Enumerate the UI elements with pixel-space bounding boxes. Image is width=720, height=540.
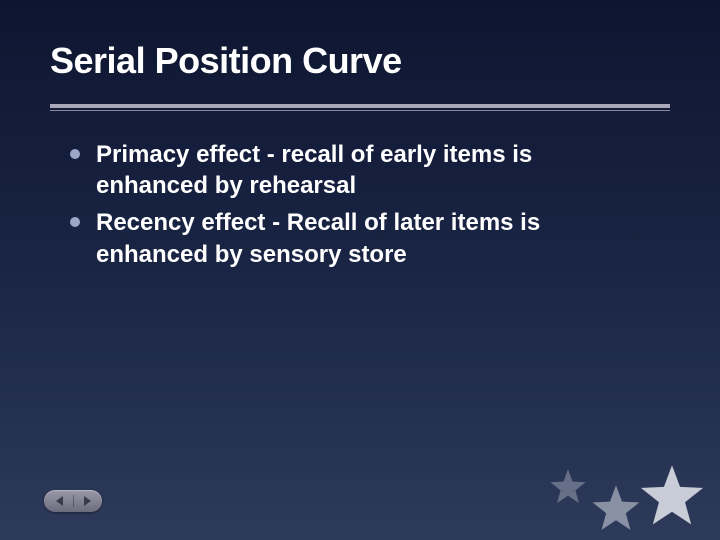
decorative-stars xyxy=(420,380,720,540)
nav-separator xyxy=(73,495,74,507)
slide-title: Serial Position Curve xyxy=(50,40,670,82)
star-icon xyxy=(640,464,705,526)
title-area: Serial Position Curve xyxy=(0,0,720,94)
bullet-item: Recency effect - Recall of later items i… xyxy=(70,207,650,269)
next-arrow-icon[interactable] xyxy=(84,496,91,506)
bullet-dot-icon xyxy=(70,217,80,227)
star-icon xyxy=(591,484,640,531)
bullet-text: Recency effect - Recall of later items i… xyxy=(96,207,650,269)
title-underline-thin xyxy=(50,110,670,111)
prev-arrow-icon[interactable] xyxy=(56,496,63,506)
bullet-text: Primacy effect - recall of early items i… xyxy=(96,139,650,201)
star-icon xyxy=(549,468,587,504)
title-underline-thick xyxy=(50,104,670,108)
content-area: Primacy effect - recall of early items i… xyxy=(0,109,720,270)
bullet-dot-icon xyxy=(70,149,80,159)
title-underline xyxy=(50,104,670,109)
bullet-item: Primacy effect - recall of early items i… xyxy=(70,139,650,201)
nav-pill[interactable] xyxy=(44,490,102,512)
